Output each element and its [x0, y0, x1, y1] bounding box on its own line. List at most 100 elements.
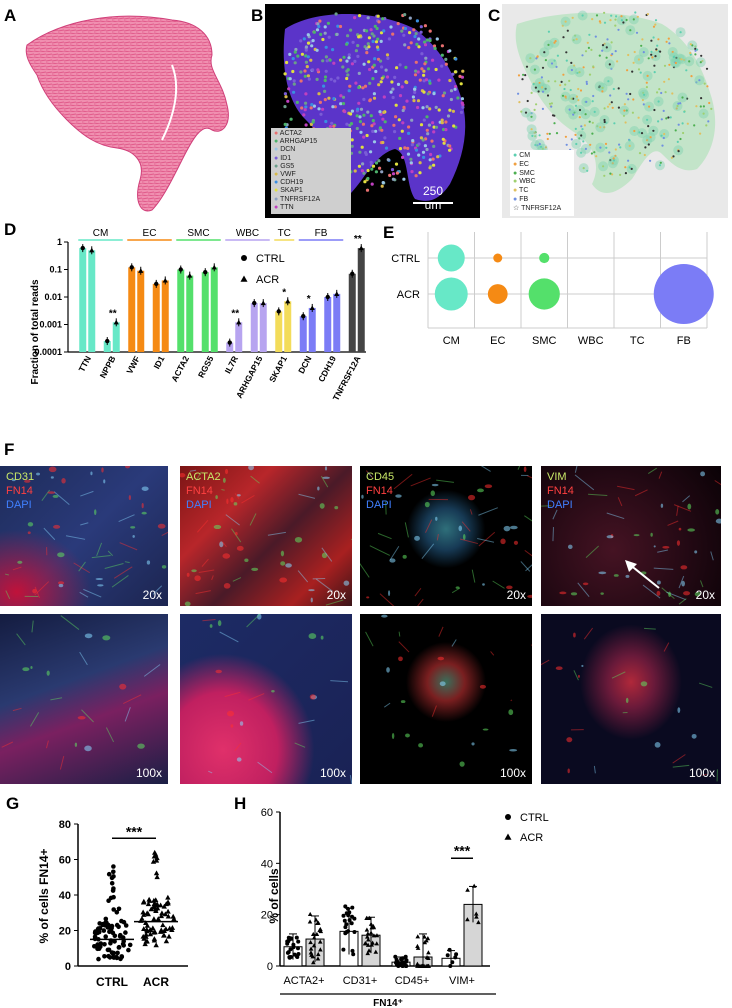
transcript-dot	[391, 95, 395, 100]
cell-dot	[660, 134, 663, 137]
chart-g-point-acr	[170, 913, 176, 919]
chart-e-row-label: ACR	[397, 289, 420, 301]
cell-dot	[610, 67, 613, 70]
cell-dot	[603, 120, 606, 124]
chart-g-point-ctrl	[98, 941, 104, 946]
cell-dot	[609, 19, 612, 22]
legend-b-swatch: ●	[274, 146, 281, 154]
chart-h-point-acr	[317, 939, 323, 944]
cell-dot	[537, 90, 540, 93]
chart-d-bar-ctrl	[275, 311, 283, 352]
cell-dot	[646, 118, 649, 121]
micrograph-blob	[236, 757, 242, 762]
cell-dot	[672, 155, 675, 158]
chart-d-point-ctrl	[301, 314, 306, 319]
chart-h-point-acr	[422, 940, 428, 945]
chart-d-ytick-label: 0.1	[49, 265, 62, 275]
cell-dot	[643, 153, 646, 157]
chart-g-point-acr	[165, 908, 171, 914]
micrograph-fiber	[617, 485, 635, 491]
cell-dot	[571, 16, 574, 19]
micrograph-blob	[46, 670, 50, 676]
cell-dot	[683, 110, 686, 113]
transcript-dot	[373, 57, 377, 61]
transcript-dot	[345, 59, 349, 63]
micrograph-blob	[573, 632, 576, 638]
chart-d-ytick-label: 0.0001	[34, 347, 62, 357]
transcript-dot	[432, 163, 436, 167]
cell-dot	[608, 103, 611, 106]
transcript-dot	[398, 136, 402, 140]
chart-g-point-ctrl	[126, 947, 131, 953]
transcript-dot	[350, 138, 354, 142]
cell-dot	[575, 38, 578, 41]
cell-dot	[601, 44, 605, 47]
transcript-dot	[448, 78, 452, 83]
cell-dot	[630, 167, 633, 170]
transcript-dot	[382, 95, 386, 99]
transcript-dot	[303, 108, 307, 112]
cell-dot	[676, 104, 679, 108]
cell-dot	[655, 48, 658, 51]
cell-dot	[554, 80, 557, 83]
chart-d-bar-acr	[112, 322, 120, 352]
transcript-dot	[323, 75, 328, 79]
cell-dot	[699, 132, 702, 135]
chart-h-ytick-label: 40	[261, 858, 273, 870]
micrograph-fiber	[80, 490, 94, 497]
cell-dot	[651, 56, 654, 59]
legend-c-label: WBC	[519, 178, 536, 186]
cell-dot	[699, 61, 702, 64]
cell-dot	[581, 54, 584, 57]
chart-d-xtick-label: VWF	[124, 354, 142, 375]
transcript-dot	[384, 68, 388, 72]
transcript-dot	[377, 159, 381, 163]
transcript-dot	[437, 108, 441, 112]
micrograph-fiber	[414, 587, 422, 597]
micrograph-fiber	[80, 522, 89, 526]
transcript-dot	[444, 128, 448, 132]
cell-dot	[653, 71, 656, 74]
transcript-dot	[345, 122, 349, 126]
cell-dot	[572, 113, 575, 116]
micrograph-fiber	[517, 466, 521, 470]
chart-g-point-acr	[140, 899, 147, 905]
chart-h-point-acr	[365, 950, 371, 956]
micrograph-fiber	[124, 707, 131, 722]
panel-label-c: C	[488, 6, 501, 25]
chart-g-point-ctrl	[96, 956, 101, 962]
cell-dot	[695, 81, 698, 84]
transcript-dot	[449, 89, 454, 93]
micrograph-fiber	[480, 466, 491, 472]
cell-dot	[560, 80, 563, 83]
micrograph-blob	[280, 561, 286, 566]
chart-g-point-ctrl	[112, 939, 117, 944]
cell-dot	[657, 100, 660, 103]
cell-dot	[544, 59, 547, 62]
cell-dot	[562, 36, 565, 39]
cell-dot	[637, 58, 640, 61]
stain-label: DAPI	[186, 499, 212, 511]
transcript-dot	[310, 44, 314, 48]
micrograph-fiber	[431, 705, 437, 717]
cell-dot	[555, 132, 559, 135]
stain-label: FN14	[547, 485, 574, 497]
cell-dot	[603, 126, 606, 129]
chart-h-point-ctrl	[450, 960, 455, 965]
transcript-dot	[448, 148, 452, 152]
chart-h: % of cells 0 20 40 60 ACTA2+ CD31+ CD45+ VIM+ FN…	[261, 807, 549, 1008]
micrograph-blob	[715, 518, 721, 524]
transcript-dot	[288, 77, 292, 81]
chart-g-point-acr	[169, 925, 176, 930]
transcript-dot	[380, 76, 384, 80]
chart-d-group-label: TC	[278, 228, 291, 239]
micrograph-fiber	[574, 474, 595, 491]
transcript-dot	[456, 96, 460, 100]
transcript-dot	[323, 78, 327, 83]
chart-g-point-acr	[143, 938, 149, 944]
micrograph-fiber	[12, 707, 22, 712]
micrograph-blob	[482, 583, 485, 586]
transcript-dot	[316, 68, 320, 72]
transcript-dot	[362, 62, 366, 66]
cell-dot	[574, 104, 578, 107]
